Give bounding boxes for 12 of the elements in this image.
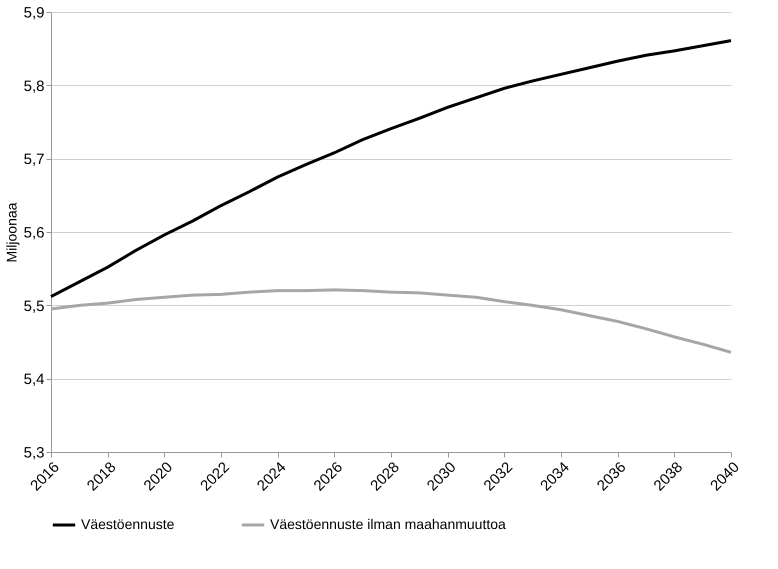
y-axis-title: Miljoonaa	[4, 202, 20, 262]
legend-label: Väestöennuste	[81, 516, 175, 532]
y-tick-label: 5,3	[24, 444, 44, 462]
y-tick-label: 5,9	[24, 4, 44, 22]
y-tick-label: 5,8	[24, 78, 44, 95]
y-tick-label: 5,5	[24, 298, 44, 315]
y-tick-label: 5,4	[24, 371, 44, 388]
line-series	[50, 288, 732, 354]
y-tick-label: 5,7	[24, 151, 44, 168]
line-series	[50, 39, 732, 298]
legend-label: Väestöennuste ilman maahanmuuttoa	[270, 516, 506, 532]
y-tick-label: 5,6	[24, 224, 44, 242]
